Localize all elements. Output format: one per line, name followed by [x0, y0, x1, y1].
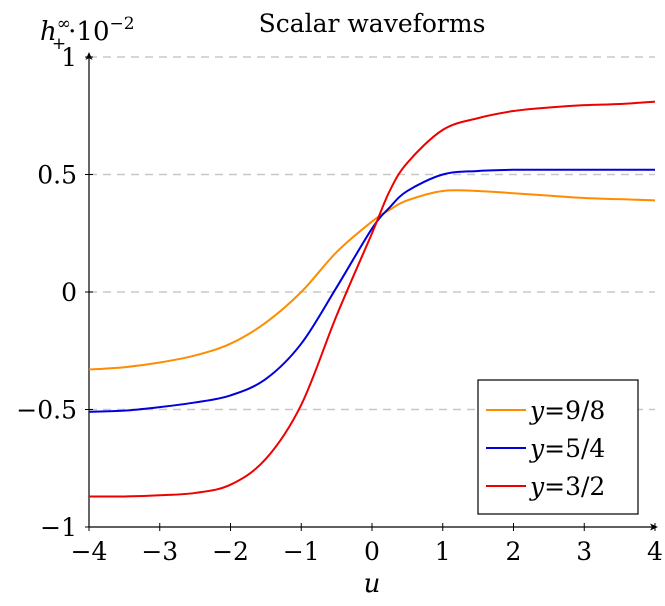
grid-lines — [89, 56, 655, 411]
x-tick-label: 3 — [576, 537, 592, 566]
x-axis-arrow — [650, 523, 658, 531]
y-axis-arrow — [85, 52, 93, 60]
x-tick-label: −2 — [212, 537, 249, 566]
y-tick-label: 0 — [61, 278, 77, 307]
series-line — [88, 100, 656, 498]
series-line — [88, 168, 655, 413]
legend-label: y=3/2 — [529, 472, 605, 501]
legend-label: y=5/4 — [529, 434, 605, 463]
y-axis-title-sup: ∞ — [57, 14, 71, 34]
legend: y=9/8 y=5/4 y=3/2 — [477, 379, 639, 515]
chart-title: Scalar waveforms — [259, 9, 486, 38]
x-tick-label: 1 — [435, 537, 451, 566]
x-tick-label: 4 — [647, 537, 663, 566]
x-axis-title: u — [364, 569, 381, 599]
x-tick-label: −3 — [141, 537, 178, 566]
y-axis-title-base: h — [40, 17, 57, 47]
y-axis-title-sub: + — [52, 34, 66, 54]
x-tick-label: −1 — [283, 537, 320, 566]
y-axis-title-tail: ·10 — [68, 17, 109, 47]
y-axis-title-tail-sup: −2 — [110, 14, 135, 34]
x-tick-label: 2 — [506, 537, 522, 566]
x-tick-label: −4 — [71, 537, 108, 566]
series-lines — [88, 100, 656, 498]
y-tick-label: −1 — [40, 513, 77, 542]
y-tick-label: −0.5 — [16, 396, 77, 425]
legend-label: y=9/8 — [529, 396, 605, 425]
series-line — [88, 189, 656, 371]
y-tick-label: 0.5 — [37, 161, 77, 190]
ticks: −4 −3 −2 −1 0 1 2 3 4 −1 −0.5 0 0.5 1 — [16, 43, 663, 566]
y-axis-title: h∞ +·10−2 — [40, 14, 135, 54]
y-tick-label: 1 — [61, 43, 77, 72]
x-tick-label: 0 — [364, 537, 380, 566]
